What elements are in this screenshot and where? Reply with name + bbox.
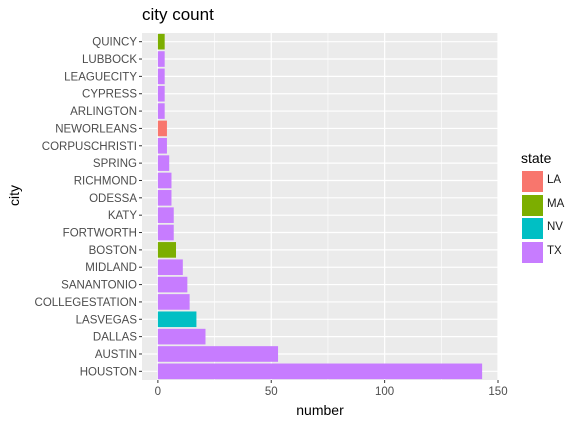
bar-austin [157, 346, 279, 362]
chart-title: city count [142, 5, 214, 24]
bar-collegestation [157, 294, 190, 310]
y-tick-label: SANANTONIO [61, 280, 137, 292]
bar-fortworth [157, 224, 174, 241]
legend-title: state [521, 150, 552, 166]
legend-swatch [522, 241, 543, 263]
bar-houston [157, 363, 483, 380]
y-tick-label: LASVEGAS [76, 314, 138, 326]
legend-swatch [522, 171, 543, 192]
y-tick-label: NEWORLEANS [55, 123, 137, 135]
bar-leaguecity [157, 68, 165, 85]
y-tick-label: LUBBOCK [82, 54, 137, 66]
plot-panel [142, 33, 498, 380]
bar-lubbock [157, 51, 165, 67]
y-tick-label: COLLEGESTATION [35, 297, 137, 309]
y-tick-label: LEAGUECITY [64, 71, 137, 83]
x-tick-label: 150 [488, 386, 507, 398]
bar-arlington [157, 103, 165, 119]
legend-label: LA [547, 174, 562, 186]
legend-label: MA [547, 197, 565, 210]
bar-katy [157, 207, 174, 223]
x-tick-label: 50 [265, 386, 278, 398]
bar-neworleans [157, 120, 167, 137]
legend-label: TX [547, 244, 562, 257]
bar-spring [157, 155, 170, 171]
y-tick-label: BOSTON [89, 245, 137, 257]
y-tick-label: CYPRESS [82, 89, 137, 101]
bar-corpuschristi [157, 137, 167, 154]
bar-odessa [157, 190, 172, 206]
legend-swatch [522, 194, 543, 216]
bar-lasvegas [157, 311, 197, 328]
legend-swatch [522, 218, 543, 239]
bar-quincy [157, 33, 165, 50]
bar-richmond [157, 172, 172, 189]
y-tick-label: RICHMOND [74, 175, 137, 187]
x-axis-label: number [296, 402, 344, 418]
x-tick-label: 0 [155, 386, 161, 398]
x-tick-label: 100 [375, 386, 394, 398]
y-tick-label: AUSTIN [95, 349, 137, 361]
y-tick-label: QUINCY [92, 37, 137, 49]
bar-dallas [157, 328, 206, 345]
bar-boston [157, 242, 177, 258]
bar-sanantonio [157, 276, 188, 293]
bar-cypress [157, 85, 165, 102]
y-tick-label: FORTWORTH [63, 228, 137, 240]
bar-midland [157, 259, 183, 276]
legend-label: NV [547, 221, 563, 233]
y-tick-label: ODESSA [89, 193, 137, 205]
y-tick-label: DALLAS [93, 332, 137, 344]
y-tick-label: HOUSTON [80, 366, 137, 378]
y-tick-label: SPRING [93, 158, 137, 170]
y-tick-label: CORPUSCHRISTI [42, 141, 137, 153]
y-tick-label: ARLINGTON [70, 106, 137, 118]
y-tick-label: KATY [108, 210, 138, 222]
y-axis-label: city [6, 185, 22, 206]
y-tick-label: MIDLAND [85, 262, 137, 274]
